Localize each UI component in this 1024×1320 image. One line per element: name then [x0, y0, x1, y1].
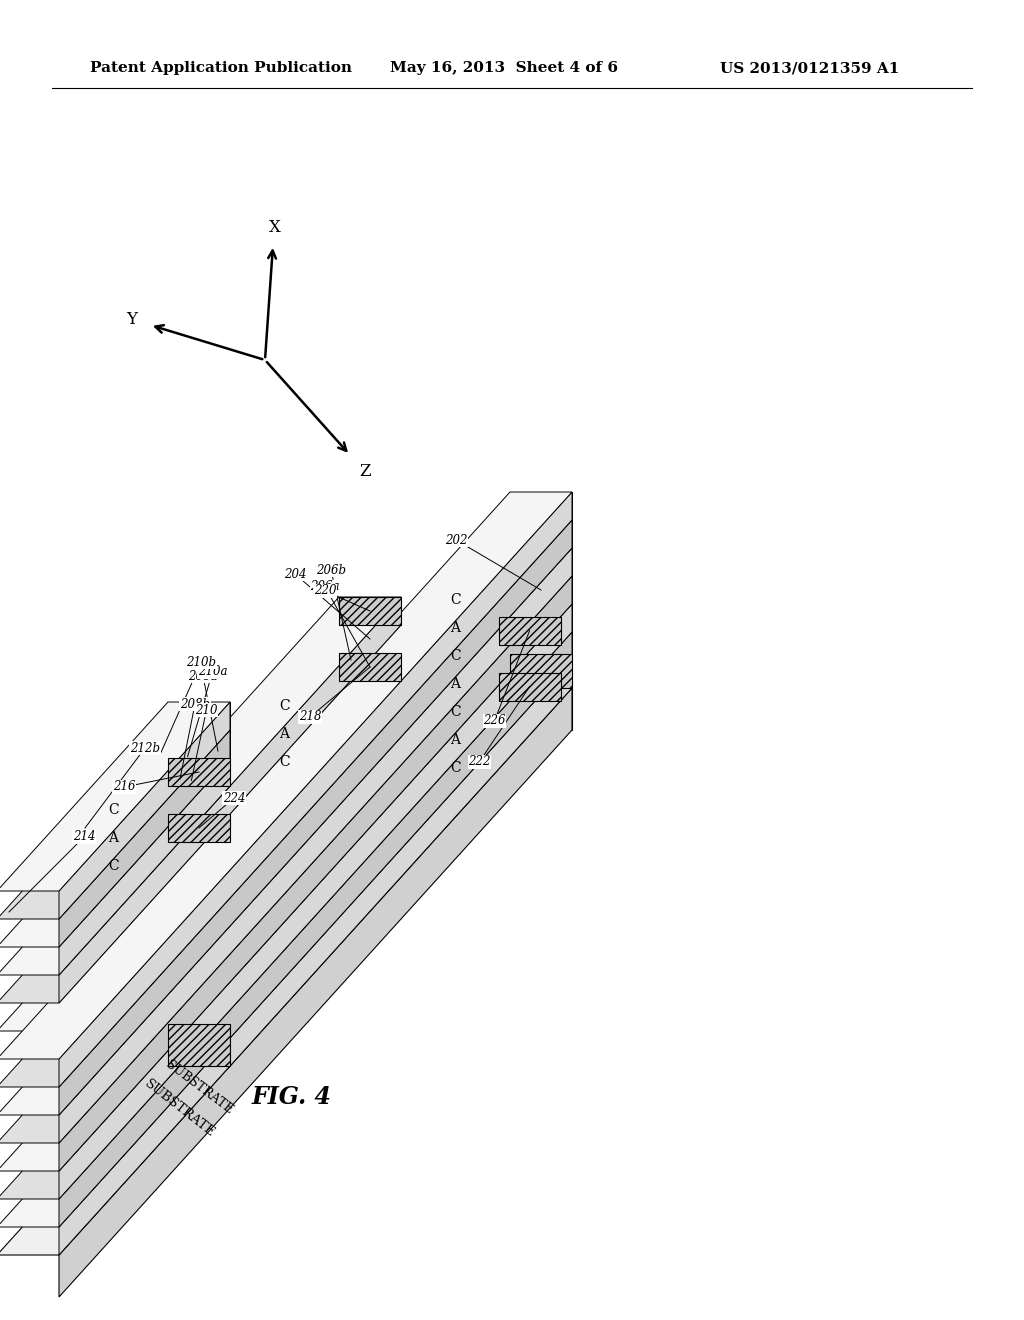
Polygon shape [59, 653, 401, 1059]
Polygon shape [339, 653, 401, 681]
Text: C: C [451, 705, 461, 719]
Text: 206b: 206b [316, 564, 346, 577]
Text: Z: Z [359, 463, 371, 480]
Text: 224: 224 [223, 792, 246, 804]
Polygon shape [0, 653, 401, 1031]
Polygon shape [0, 492, 572, 1059]
Text: C: C [451, 762, 461, 776]
Polygon shape [59, 632, 572, 1228]
Polygon shape [168, 758, 230, 785]
Polygon shape [510, 655, 572, 688]
Text: SUBSTRATE: SUBSTRATE [163, 1057, 236, 1117]
Polygon shape [0, 660, 572, 1228]
Text: C: C [451, 594, 461, 607]
Polygon shape [339, 597, 401, 624]
Polygon shape [499, 616, 560, 644]
Polygon shape [0, 688, 572, 1255]
Text: C: C [280, 755, 290, 768]
Text: C: C [451, 649, 461, 664]
Text: C: C [109, 859, 119, 874]
Polygon shape [339, 653, 401, 681]
Polygon shape [0, 548, 572, 1115]
Polygon shape [59, 492, 572, 1086]
Polygon shape [0, 730, 230, 919]
Text: 210b: 210b [186, 656, 216, 669]
Text: May 16, 2013  Sheet 4 of 6: May 16, 2013 Sheet 4 of 6 [390, 61, 618, 75]
Polygon shape [59, 758, 230, 975]
Text: A: A [451, 734, 461, 747]
Text: FIG. 4: FIG. 4 [252, 1085, 332, 1109]
Polygon shape [168, 730, 230, 758]
Polygon shape [510, 660, 572, 688]
Text: 204: 204 [284, 568, 306, 581]
Text: A: A [280, 726, 290, 741]
Polygon shape [168, 702, 230, 730]
Text: A: A [109, 832, 119, 846]
Text: 218: 218 [299, 710, 322, 723]
Text: 210: 210 [196, 704, 218, 717]
Polygon shape [0, 758, 230, 946]
Text: A: A [451, 677, 461, 692]
Polygon shape [0, 624, 401, 1003]
Text: 216: 216 [113, 780, 135, 793]
Text: 206a: 206a [310, 581, 340, 594]
Polygon shape [59, 576, 572, 1171]
Polygon shape [510, 632, 572, 660]
Polygon shape [499, 673, 560, 701]
Text: 226: 226 [483, 714, 506, 727]
Text: 220: 220 [313, 585, 336, 598]
Polygon shape [510, 520, 572, 548]
Polygon shape [59, 688, 572, 1298]
Polygon shape [59, 730, 230, 946]
Text: Patent Application Publication: Patent Application Publication [90, 61, 352, 75]
Polygon shape [510, 688, 572, 730]
Polygon shape [0, 632, 572, 1199]
Polygon shape [59, 624, 401, 1031]
Polygon shape [59, 520, 572, 1115]
Text: 208b: 208b [180, 697, 210, 710]
Text: 210a: 210a [198, 665, 227, 678]
Polygon shape [510, 605, 572, 632]
Text: 212b: 212b [130, 742, 160, 755]
Polygon shape [339, 624, 401, 653]
Text: 222: 222 [468, 755, 490, 768]
Polygon shape [510, 492, 572, 520]
Polygon shape [59, 605, 572, 1199]
Polygon shape [0, 702, 230, 891]
Polygon shape [0, 520, 572, 1086]
Polygon shape [0, 605, 572, 1171]
Polygon shape [59, 660, 572, 1255]
Polygon shape [59, 548, 572, 1143]
Polygon shape [168, 758, 230, 785]
Text: A: A [451, 622, 461, 635]
Polygon shape [510, 548, 572, 576]
Polygon shape [0, 597, 401, 975]
Polygon shape [168, 814, 230, 842]
Text: 214: 214 [73, 830, 95, 843]
Polygon shape [59, 597, 401, 1003]
Text: 202: 202 [444, 533, 467, 546]
Text: X: X [269, 219, 281, 236]
Polygon shape [0, 576, 572, 1143]
Text: 208a: 208a [188, 669, 218, 682]
Polygon shape [59, 702, 230, 919]
Text: SUBSTRATE: SUBSTRATE [142, 1077, 217, 1139]
Polygon shape [510, 576, 572, 605]
Polygon shape [339, 597, 401, 624]
Polygon shape [168, 1024, 230, 1067]
Text: US 2013/0121359 A1: US 2013/0121359 A1 [720, 61, 899, 75]
Text: Y: Y [127, 312, 137, 329]
Text: C: C [109, 804, 119, 817]
Text: C: C [280, 698, 290, 713]
